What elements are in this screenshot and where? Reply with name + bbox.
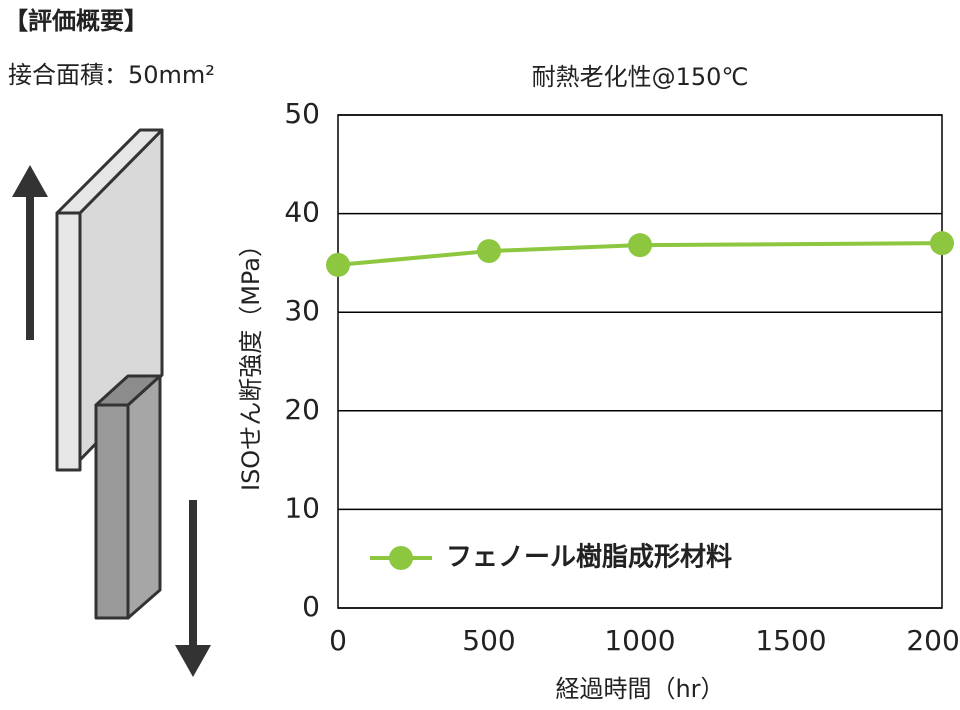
data-point [930,231,954,256]
dark-plate-side [126,374,162,620]
force-arrows [12,165,211,677]
plot-frame [337,114,943,609]
x-axis-label: 経過時間（hr） [555,675,724,703]
data-point [477,239,501,264]
x-tick-label: 0 [329,624,347,657]
legend-label: フェノール樹脂成形材料 [446,543,732,573]
data-line [337,241,943,267]
data-point [326,252,350,277]
x-tick-label: 500 [462,624,515,657]
data-point [628,233,652,258]
x-tick-label: 2000 [906,624,960,657]
y-tick-label: 0 [302,590,320,623]
y-tick-label: 40 [284,196,320,229]
light-plate-front [55,211,82,472]
y-axis-label: ISOせん断強度（MPa） [237,233,265,491]
arrow-up-head [12,165,48,197]
arrow-down-shaft [189,500,197,650]
legend-marker [389,546,413,570]
y-tick-label: 30 [284,294,320,327]
area-note: 接合面積：50mm² [8,61,215,89]
y-tick-label: 20 [284,393,320,426]
x-tick-label: 1000 [604,624,675,657]
arrow-down-head [175,645,211,677]
specimen-diagram [55,128,164,620]
chart-title: 耐熱老化性@150℃ [532,63,749,91]
arrow-up-shaft [26,195,34,340]
y-tick-label: 50 [284,97,320,130]
section-title: 【評価概要】 [4,7,148,35]
y-tick-label: 10 [284,491,320,524]
dark-plate-front [94,403,130,620]
x-tick-label: 1500 [755,624,826,657]
